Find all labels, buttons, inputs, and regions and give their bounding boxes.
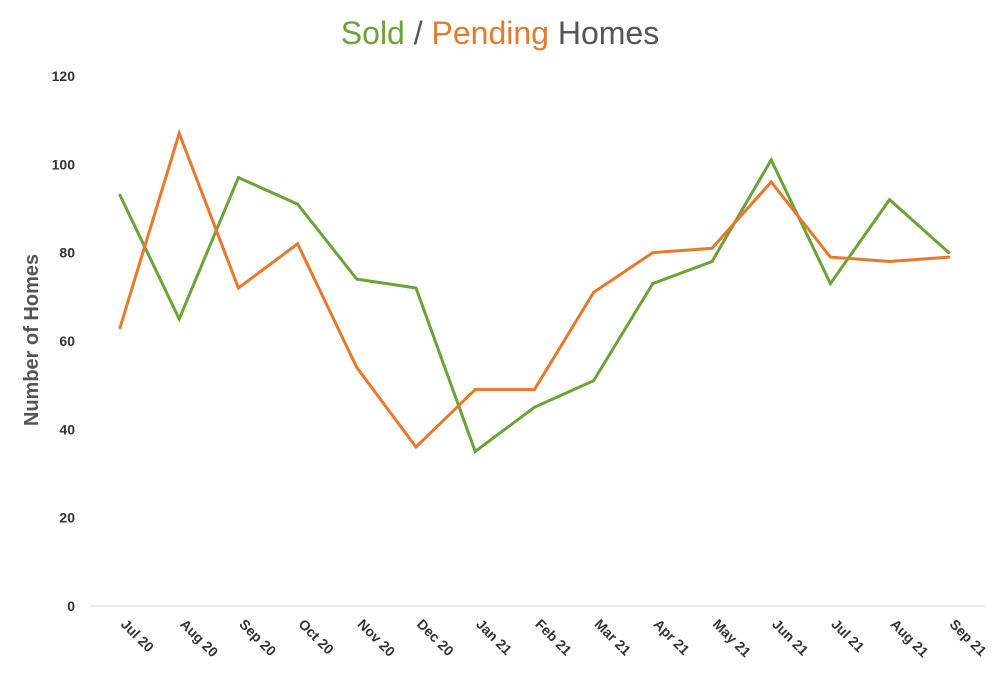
data-point-pending [414, 445, 418, 449]
x-tick-label: Jun 21 [769, 616, 812, 659]
data-point-sold [828, 282, 832, 286]
x-tick-label: Aug 21 [887, 616, 931, 660]
data-point-sold [710, 260, 714, 263]
data-point-sold [532, 405, 536, 409]
y-tick-label: 100 [52, 156, 76, 172]
data-point-sold [651, 282, 655, 286]
data-point-pending [473, 388, 477, 392]
y-axis-title: Number of Homes [21, 254, 43, 426]
data-point-sold [473, 449, 477, 453]
data-point-pending [710, 246, 714, 250]
x-tick-label: Nov 20 [355, 616, 399, 660]
x-tick-label: Apr 21 [651, 616, 693, 658]
data-point-pending [236, 286, 240, 290]
data-point-sold [592, 379, 596, 383]
y-axis: 0 20 40 60 80 100 120 [52, 68, 76, 614]
x-axis: Jul 20 Aug 20 Sep 20 Oct 20 Nov 20 Dec 20 Jan … [118, 616, 990, 660]
y-tick-label: 0 [67, 598, 75, 614]
title-part-2: Pending [432, 15, 549, 51]
x-tick-label: Sep 20 [236, 616, 279, 659]
x-tick-label: May 21 [710, 616, 754, 660]
data-point-sold [888, 198, 892, 202]
data-point-pending [532, 388, 536, 392]
data-point-pending [651, 251, 655, 255]
data-point-sold [236, 176, 240, 180]
data-point-pending [592, 290, 596, 294]
y-tick-label: 80 [59, 245, 75, 261]
y-tick-label: 20 [59, 510, 75, 526]
x-tick-label: Jan 21 [473, 616, 515, 658]
data-point-pending [769, 180, 773, 184]
data-point-pending [947, 255, 951, 259]
data-point-sold [296, 202, 300, 206]
x-tick-label: Oct 20 [295, 616, 337, 658]
data-point-pending [355, 366, 359, 369]
y-tick-label: 120 [52, 68, 76, 84]
series-layer [118, 128, 951, 454]
data-point-pending [177, 131, 181, 135]
data-point-pending [118, 326, 122, 330]
y-tick-label: 40 [59, 421, 75, 437]
chart-title: Sold / Pending Homes [341, 15, 659, 51]
x-tick-label: Sep 21 [947, 616, 990, 659]
x-tick-label: Feb 21 [532, 616, 575, 659]
data-point-sold [118, 193, 122, 197]
x-tick-label: Mar 21 [591, 616, 634, 659]
x-tick-label: Aug 20 [177, 616, 221, 660]
data-point-pending [296, 242, 300, 246]
data-point-sold [177, 317, 181, 321]
x-tick-label: Dec 20 [414, 616, 457, 659]
data-point-pending [828, 255, 832, 259]
title-part-1: / [405, 15, 432, 51]
data-point-sold [414, 286, 418, 290]
x-tick-label: Jul 21 [828, 616, 868, 656]
x-tick-label: Jul 20 [118, 616, 158, 656]
data-point-sold [769, 158, 773, 162]
data-point-pending [888, 260, 892, 263]
data-point-sold [355, 277, 359, 281]
y-tick-label: 60 [59, 333, 75, 349]
title-part-3: Homes [549, 15, 659, 51]
title-part-0: Sold [341, 15, 405, 51]
data-point-sold [947, 251, 951, 255]
